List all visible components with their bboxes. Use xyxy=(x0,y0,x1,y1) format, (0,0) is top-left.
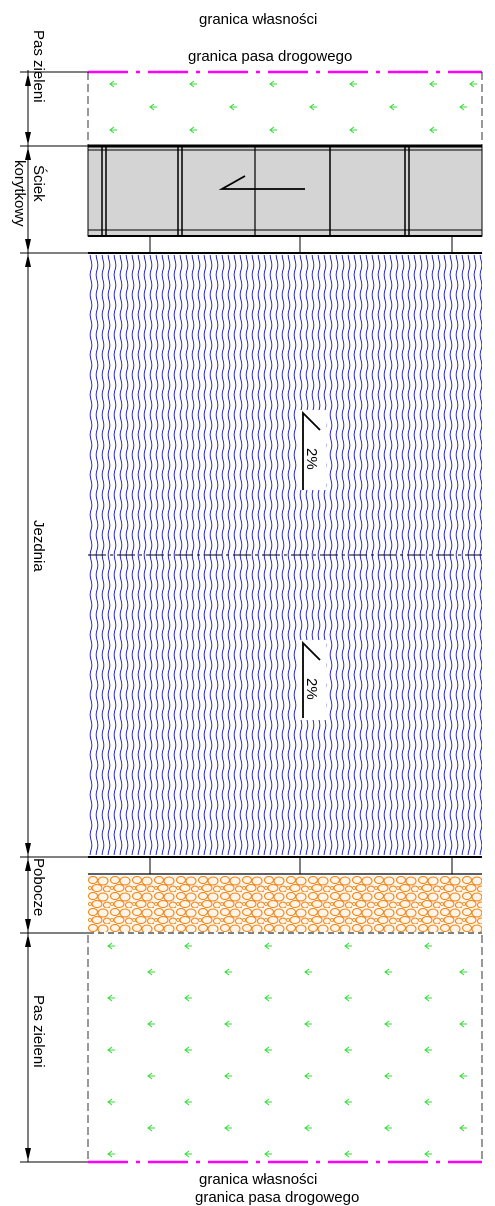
grass-arrow-icon xyxy=(224,1020,232,1028)
lower-slope-mark: 2% xyxy=(298,640,326,720)
roadway-ticks xyxy=(149,857,453,874)
grass-symbols-top xyxy=(109,80,477,134)
grass-arrow-icon xyxy=(107,1046,115,1054)
grass-arrow-icon xyxy=(224,968,232,976)
grass-arrow-icon xyxy=(304,1124,312,1132)
grass-arrow-icon xyxy=(344,1150,352,1158)
grass-arrow-icon xyxy=(304,1020,312,1028)
grass-arrow-icon xyxy=(459,1124,467,1132)
roadway-label: Jezdnia xyxy=(30,520,47,572)
grass-arrow-icon xyxy=(344,1046,352,1054)
grass-arrow-icon xyxy=(264,1098,272,1106)
gutter-slope-arrow-icon xyxy=(218,175,305,190)
grass-arrow-icon xyxy=(107,942,115,950)
green-strip-top xyxy=(87,72,483,146)
grass-arrow-icon xyxy=(189,126,197,134)
grass-arrow-icon xyxy=(424,1098,432,1106)
top-road-boundary-label: granica pasa drogowego xyxy=(188,48,352,65)
grass-arrow-icon xyxy=(459,103,467,111)
grass-arrow-icon xyxy=(349,80,357,88)
gutter-ticks xyxy=(149,236,453,252)
grass-arrow-icon xyxy=(429,126,437,134)
gutter-label: Ściek korytkowy xyxy=(11,160,48,227)
grass-arrow-icon xyxy=(269,126,277,134)
grass-arrow-icon xyxy=(424,942,432,950)
grass-arrow-icon xyxy=(384,968,392,976)
grass-arrow-icon xyxy=(184,942,192,950)
top-property-boundary-label: granica własności xyxy=(199,11,317,28)
left-dimension-chain xyxy=(20,70,88,1163)
grass-arrow-icon xyxy=(107,1098,115,1106)
green-bottom-label: Pas zieleni xyxy=(30,995,47,1068)
grass-arrow-icon xyxy=(429,80,437,88)
grass-arrow-icon xyxy=(147,1072,155,1080)
grass-arrow-icon xyxy=(384,1020,392,1028)
grass-arrow-icon xyxy=(264,942,272,950)
grass-arrow-icon xyxy=(224,1124,232,1132)
grass-arrow-icon xyxy=(264,994,272,1002)
grass-arrow-icon xyxy=(224,1072,232,1080)
shoulder-label: Pobocze xyxy=(30,858,47,916)
grass-arrow-icon xyxy=(389,103,397,111)
gutter-label-line1: Ściek xyxy=(30,165,48,202)
grass-arrow-icon xyxy=(424,994,432,1002)
grass-arrow-icon xyxy=(229,103,237,111)
grass-arrow-icon xyxy=(309,103,317,111)
grass-arrow-icon xyxy=(424,1150,432,1158)
lower-slope-arrow-icon xyxy=(302,640,321,718)
grass-arrow-icon xyxy=(147,1020,155,1028)
grass-arrow-icon xyxy=(107,994,115,1002)
grass-arrow-icon xyxy=(184,1150,192,1158)
bottom-road-boundary-label: granica pasa drogowego xyxy=(195,1189,359,1206)
grass-arrow-icon xyxy=(459,1072,467,1080)
grass-arrow-icon xyxy=(184,994,192,1002)
grass-arrow-icon xyxy=(149,103,157,111)
grass-arrow-icon xyxy=(184,1098,192,1106)
grass-arrow-icon xyxy=(344,994,352,1002)
gutter-strip xyxy=(87,144,483,237)
grass-arrow-icon xyxy=(459,1020,467,1028)
grass-arrow-icon xyxy=(459,968,467,976)
grass-arrow-icon xyxy=(344,942,352,950)
grass-arrow-icon xyxy=(184,1046,192,1054)
grass-arrow-icon xyxy=(264,1046,272,1054)
upper-slope-mark: 2% xyxy=(298,410,326,490)
grass-arrow-icon xyxy=(109,80,117,88)
grass-arrow-icon xyxy=(269,80,277,88)
green-top-label: Pas zieleni xyxy=(30,30,47,103)
green-strip-bottom xyxy=(87,935,483,1160)
bottom-property-boundary-label: granica własności xyxy=(199,1171,317,1188)
upper-slope-value: 2% xyxy=(303,448,320,470)
grass-arrow-icon xyxy=(264,1150,272,1158)
grass-arrow-icon xyxy=(107,1150,115,1158)
grass-arrow-icon xyxy=(189,80,197,88)
upper-slope-arrow-icon xyxy=(302,410,321,490)
shoulder-strip xyxy=(88,873,482,934)
gutter-label-line2: korytkowy xyxy=(11,160,28,227)
grass-arrow-icon xyxy=(344,1098,352,1106)
grass-arrow-icon xyxy=(304,1072,312,1080)
grass-arrow-icon xyxy=(109,126,117,134)
grass-arrow-icon xyxy=(147,968,155,976)
grass-arrow-icon xyxy=(147,1124,155,1132)
grass-symbols-bottom xyxy=(107,942,467,1158)
grass-arrow-icon xyxy=(349,126,357,134)
grass-arrow-icon xyxy=(469,80,477,88)
grass-arrow-icon xyxy=(384,1072,392,1080)
grass-arrow-icon xyxy=(424,1046,432,1054)
grass-arrow-icon xyxy=(304,968,312,976)
grass-arrow-icon xyxy=(384,1124,392,1132)
lower-slope-value: 2% xyxy=(303,678,320,700)
roadway-strip xyxy=(88,252,482,858)
